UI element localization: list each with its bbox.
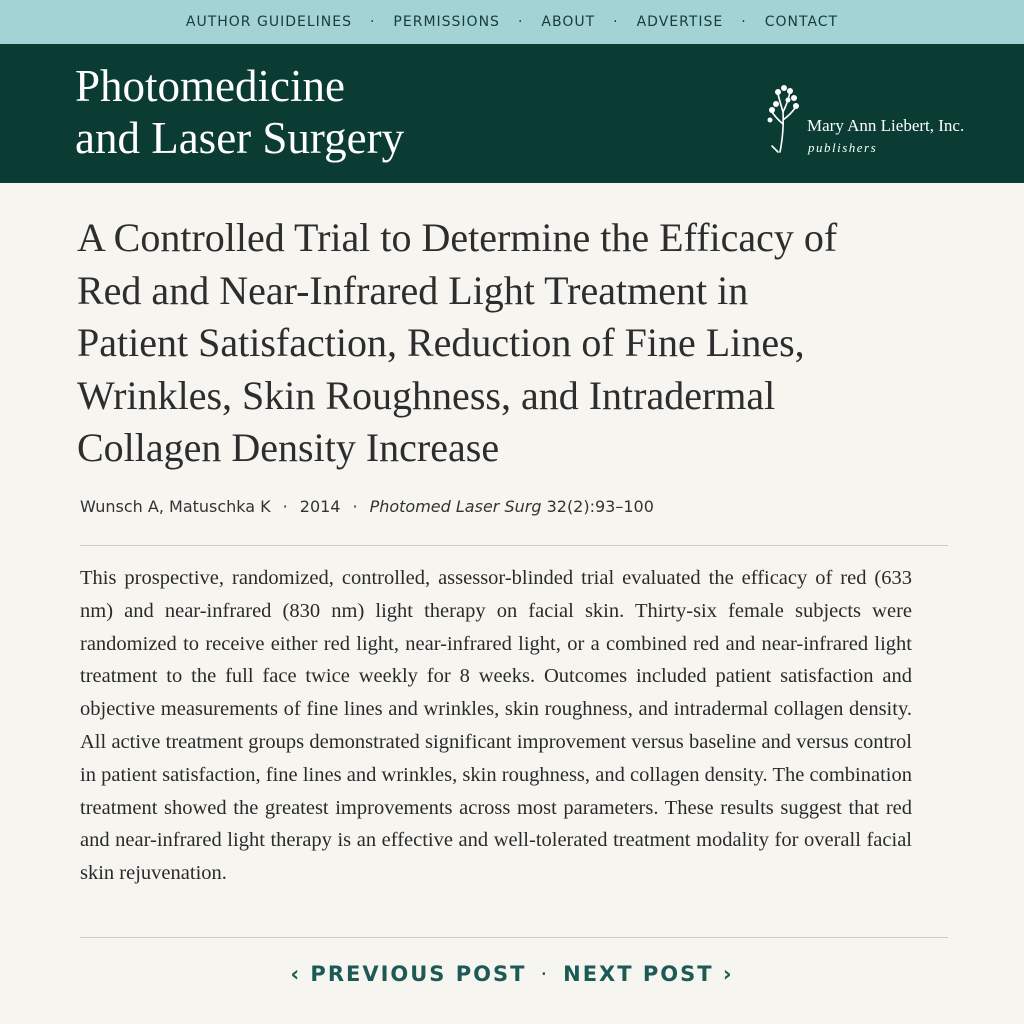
journal-title: Photomedicine and Laser Surgery (75, 60, 404, 164)
next-label: NEXT POST (563, 962, 714, 986)
journal-abbrev: Photomed Laser Surg (369, 497, 542, 516)
separator: · (517, 14, 524, 30)
divider (80, 937, 948, 938)
article-meta: Wunsch A, Matuschka K · 2014 · Photomed Lase… (80, 497, 654, 516)
chevron-left: ‹ (290, 962, 311, 986)
title-line: Wrinkles, Skin Roughness, and Intraderma… (77, 372, 776, 418)
nav-link[interactable]: PERMISSIONS (393, 14, 500, 30)
nav-link[interactable]: CONTACT (764, 14, 839, 30)
nav-link[interactable]: ABOUT (541, 14, 596, 30)
separator: · (352, 497, 358, 516)
title-line: Collagen Density Increase (77, 425, 500, 470)
top-nav: AUTHOR GUIDELINES · PERMISSIONS · ABOUT · A… (0, 0, 1024, 44)
abstract: This prospective, randomized, controlled… (80, 567, 912, 885)
journal-title-line: Photomedicine (75, 61, 345, 111)
post-pager: ‹ PREVIOUS POST · NEXT POST › (0, 962, 1024, 986)
title-line: Patient Satisfaction, Reduction of Fine … (77, 320, 805, 365)
citation: 32(2):93–100 (546, 497, 654, 516)
nav-link[interactable]: AUTHOR GUIDELINES (185, 14, 352, 30)
next-link[interactable]: NEXT POST › (563, 962, 733, 986)
previous-link[interactable]: ‹ PREVIOUS POST (290, 962, 526, 986)
nav-link[interactable]: ADVERTISE (636, 14, 724, 30)
journal-title-line: and Laser Surgery (75, 113, 405, 163)
publisher-logo (767, 85, 799, 153)
chevron-right: › (713, 962, 734, 986)
previous-label: PREVIOUS POST (310, 962, 527, 986)
separator: · (741, 14, 747, 30)
year: 2014 (299, 497, 341, 516)
publisher-sub: publishers (808, 140, 878, 155)
divider (80, 545, 948, 546)
separator: · (613, 14, 619, 30)
authors: Wunsch A, Matuschka K (80, 497, 271, 516)
article-title: A Controlled Trial to Determine the Effi… (77, 212, 977, 475)
separator: · (282, 497, 288, 516)
publisher-name: Mary Ann Liebert, Inc. (807, 116, 965, 135)
separator: · (540, 962, 550, 986)
title-line: Red and Near-Infrared Light Treatment in (77, 267, 749, 313)
title-line: A Controlled Trial to Determine the Effi… (77, 215, 838, 260)
separator: · (369, 14, 376, 30)
header: Photomedicine and Laser Surgery Mary Ann… (0, 44, 1024, 183)
